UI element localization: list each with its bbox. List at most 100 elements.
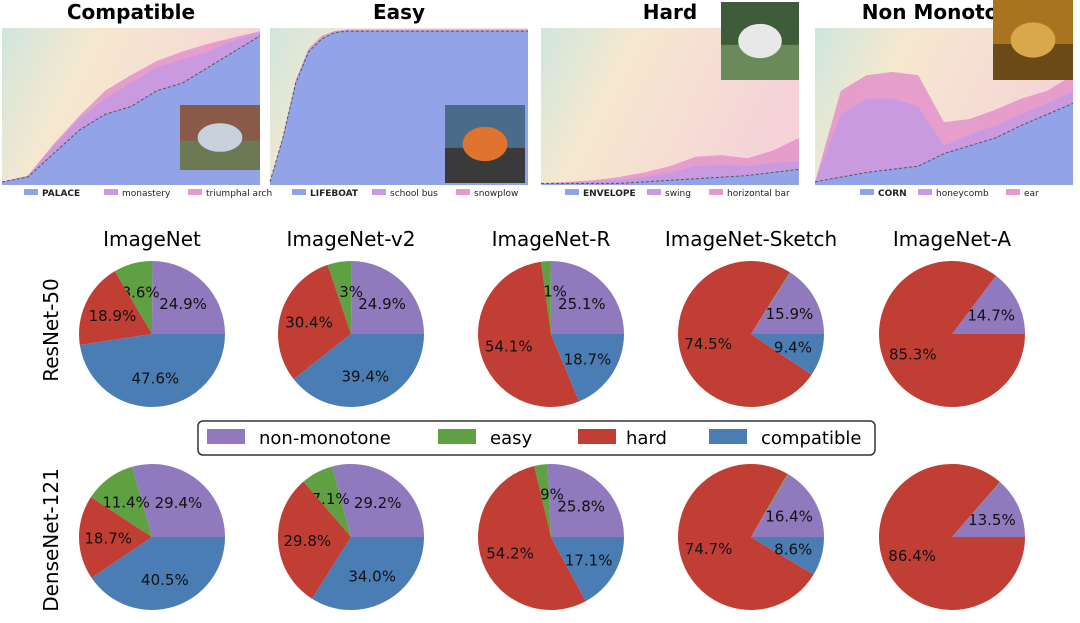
pie-label: 30.4% [285, 314, 333, 332]
pie-slice-easy [90, 466, 152, 537]
pie-slice-hard [678, 261, 812, 408]
pie-slice-compatible [551, 537, 624, 602]
pie-label: 86.4% [888, 547, 936, 565]
pie-slice-easy [534, 464, 551, 537]
pie-label: 17.1% [565, 551, 613, 569]
pie-label: 8.6% [774, 541, 812, 559]
panel-title: Hard [643, 0, 697, 24]
pie-slice-compatible [91, 537, 226, 610]
pie-label: 39.4% [341, 367, 389, 385]
pie-label: 85.3% [889, 346, 937, 364]
pie-label: 34.0% [348, 567, 396, 585]
pie-label: 18.7% [84, 529, 132, 547]
thumbnail-photo [445, 105, 525, 183]
legend-label-easy: easy [490, 428, 532, 449]
pie-slice-non-monotone [952, 275, 1025, 334]
pie-slice-compatible [751, 334, 824, 375]
area-layer-1 [541, 169, 799, 185]
area-panel-2: Easy LIFEBOAT school bus snowplow [269, 0, 528, 199]
legend-label-hard: hard [626, 428, 667, 449]
column-title: ImageNet-A [893, 227, 1012, 251]
pie-label: 40.5% [141, 571, 189, 589]
pie-ResNet-50-ImageNet-Sketch: 15.9% 74.5% 9.4% [678, 261, 824, 408]
panel-legend-label: honeycomb [936, 189, 989, 199]
pie-label: 25.8% [557, 497, 605, 515]
row-label-densenet: DenseNet-121 [39, 468, 63, 612]
pie-label: 18.9% [89, 307, 137, 325]
column-title: ImageNet-R [492, 227, 611, 251]
pie-label: 14.7% [967, 306, 1015, 324]
pie-slice-easy [952, 481, 1001, 537]
pie-ResNet-50-ImageNet-A: 14.7% 85.3% [879, 261, 1025, 408]
legend-swatch-easy [438, 429, 476, 444]
panel-legend-label: CORN [878, 189, 907, 199]
pie-slice-hard [278, 264, 351, 380]
pie-label: 74.7% [685, 540, 733, 558]
panel-legend-label: swing [665, 189, 691, 199]
panel-legend: ENVELOPE swing horizontal bar [565, 189, 790, 199]
pie-ResNet-50-ImageNet: 24.9%8.6% 18.9% 47.6% [78, 261, 225, 407]
pie-label: 29.8% [283, 532, 331, 550]
pie-label: 18.7% [564, 350, 612, 368]
pie-DenseNet-121-ImageNet-A: 13.5% 86.4% [878, 464, 1025, 610]
panel-legend-label: snowplow [474, 189, 518, 199]
pie-slice-hard [879, 261, 1025, 408]
pie-slice-easy [303, 466, 351, 537]
pie-slice-non-monotone [132, 464, 225, 537]
panel-legend-label: ENVELOPE [583, 189, 636, 199]
panel-title: Easy [373, 0, 425, 24]
area-layer-1 [815, 103, 1073, 185]
column-title: ImageNet-Sketch [665, 227, 837, 251]
pie-slice-non-monotone [332, 464, 424, 537]
pie-slice-hard [678, 464, 814, 610]
area-boundary-line [541, 168, 800, 184]
panel-title: Compatible [67, 0, 195, 24]
pie-label: 47.6% [131, 370, 179, 388]
area-boundary-line [814, 102, 1074, 183]
pie-label: 15.9% [766, 305, 814, 323]
legend-swatch-non-monotone [207, 429, 245, 444]
pie-label: 29.4% [155, 494, 203, 512]
pie-label: 25.1% [558, 295, 606, 313]
pie-label: 54.1% [485, 338, 533, 356]
row-label-resnet: ResNet-50 [39, 278, 63, 382]
pie-slice-non-monotone [547, 463, 625, 537]
column-title: ImageNet-v2 [287, 227, 416, 251]
panel-legend-label: horizontal bar [727, 189, 790, 199]
pie-DenseNet-121-ImageNet-v2: 29.2%7.1%29.8%34.0% [277, 464, 424, 611]
pie-slice-non-monotone [550, 260, 624, 334]
pie-slice-compatible [79, 334, 225, 407]
pie-slice-compatible [751, 537, 824, 575]
pie-slice-easy [751, 473, 789, 537]
pie-slice-compatible [312, 537, 424, 611]
panel-legend-label: PALACE [42, 189, 80, 199]
thumbnail-photo [993, 0, 1073, 80]
pie-slice-hard [878, 464, 1025, 610]
panel-legend-label: school bus [390, 189, 438, 199]
column-title: ImageNet [103, 227, 201, 251]
area-boundary-line [1, 35, 261, 183]
pie-slice-compatible [293, 334, 424, 407]
area-panel-3: Hard ENVELOPE swing horizontal bar [541, 0, 800, 199]
pie-slice-hard [277, 481, 351, 599]
panel-legend: CORN honeycomb ear [860, 189, 1039, 199]
area-boundary-line [269, 30, 528, 183]
pie-label: 13.5% [968, 511, 1016, 529]
thumbnail-photo [721, 2, 799, 80]
legend-box [197, 420, 876, 456]
pie-label: 24.9% [358, 295, 406, 313]
panel-legend-label: LIFEBOAT [310, 189, 359, 199]
pie-slice-non-monotone [952, 482, 1025, 537]
pie-label: 8.6% [122, 284, 160, 302]
legend-label-compatible: compatible [761, 428, 861, 449]
pie-slice-compatible [551, 334, 624, 402]
panel-legend-label: ear [1024, 189, 1039, 199]
pie-DenseNet-121-ImageNet-Sketch: 16.4% 74.7% 8.6% [678, 464, 825, 610]
legend-swatch-hard [578, 429, 616, 444]
pie-slice-easy [114, 261, 153, 334]
pie-label: 11.4% [102, 494, 150, 512]
pie-slice-hard [477, 261, 580, 408]
pie-label: 24.9% [159, 295, 207, 313]
